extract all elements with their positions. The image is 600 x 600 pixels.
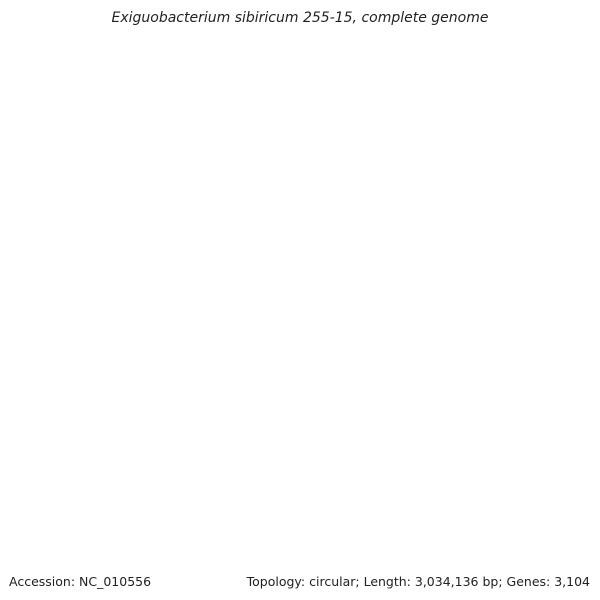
genome-summary-text: Topology: circular; Length: 3,034,136 bp…: [246, 574, 590, 589]
accession-text: Accession: NC_010556: [9, 574, 152, 589]
map-title: Exiguobacterium sibiricum 255-15, comple…: [111, 10, 489, 26]
